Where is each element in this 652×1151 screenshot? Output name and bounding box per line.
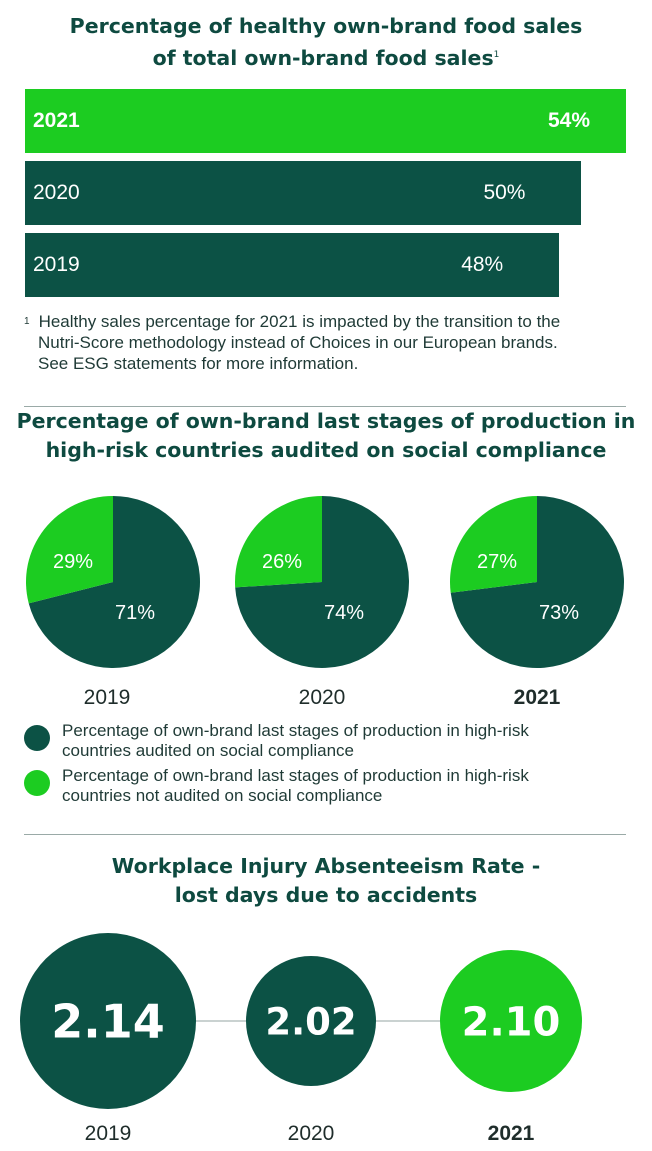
bar-value-label: 54% [547,109,590,132]
legend-text-not-audited: Percentage of own-brand last stages of p… [62,766,529,806]
pie-2019-audited-slice [28,496,200,669]
legend-not-audited-line-2: countries not audited on social complian… [62,786,383,805]
circle-year-label-2019: 2019 [84,1122,132,1145]
footnote: 1 Healthy sales percentage for 2021 is im… [24,311,624,374]
section-divider-2 [24,834,626,835]
circle-year-label-2021: 2021 [487,1122,535,1145]
footnote-marker: 1 [24,316,30,327]
bar-chart-title-line-2: of total own-brand food sales1 [0,41,652,73]
injury-rate-title-line-2: lost days due to accidents [174,883,478,907]
pie-year-label-2020: 2020 [298,686,346,709]
bar-chart-title-line-2-text: of total own-brand food sales [152,45,494,70]
pie-2019-not-audited-label: 29% [53,551,93,573]
pie-year-label-2021: 2021 [513,686,561,709]
legend-dot-not-audited [24,770,50,796]
footnote-ref-superscript: 1 [493,50,500,60]
footnote-line-3: See ESG statements for more information. [38,354,359,373]
legend-audited-line-2: countries audited on social compliance [62,741,355,760]
circle-2021 [440,950,582,1092]
bar-2020: 2020 50% [25,161,582,225]
circle-2020 [246,956,376,1086]
pie-2021-audited-slice [450,496,624,668]
injury-rate-title-line-1: Workplace Injury Absenteeism Rate - [111,854,541,878]
bar-2019: 2019 48% [25,233,560,297]
pie-2020-not-audited-label: 26% [262,551,302,573]
pie-chart-title: Percentage of own-brand last stages of p… [0,407,652,465]
bar-category-label: 2020 [33,181,80,204]
pie-chart-title-line-1: Percentage of own-brand last stages of p… [16,409,636,433]
circle-value-2020: 2.02 [265,1000,356,1043]
pie-2019-audited-label: 71% [115,602,155,624]
pie-chart-title-line-2: high-risk countries audited on social co… [45,438,607,462]
bar-chart-title: Percentage of healthy own-brand food sal… [0,12,652,73]
footnote-line-1-text: Healthy sales percentage for 2021 is imp… [38,312,561,331]
pie-charts: 29% 71% 26% 74% 27% 73% [25,496,624,669]
injury-rate-circles: 2.14 2.02 2.10 [20,933,582,1109]
footnote-line-2: Nutri-Score methodology instead of Choic… [38,333,558,352]
bar-value-label: 48% [461,253,504,276]
legend-text-audited: Percentage of own-brand last stages of p… [62,721,529,761]
circle-2019 [20,933,196,1109]
pie-2021-audited-label: 73% [539,602,579,624]
circle-year-label-2020: 2020 [287,1122,335,1145]
pie-2020-audited-label: 74% [324,602,364,624]
pie-2020-audited-slice [235,496,410,668]
pie-2021-not-audited-slice [450,496,537,593]
bar-value-label: 50% [483,181,526,204]
circle-value-2021: 2.10 [462,999,561,1045]
section-divider-1 [24,406,626,407]
bar-2021: 2021 54% [25,89,626,153]
pie-2020-not-audited-slice [234,496,322,588]
pie-2021-not-audited-label: 27% [477,551,517,573]
injury-rate-title: Workplace Injury Absenteeism Rate - lost… [0,852,652,910]
circle-value-2019: 2.14 [51,995,165,1049]
legend-dot-audited [24,725,50,751]
legend-not-audited-line-1: Percentage of own-brand last stages of p… [62,766,529,785]
legend-audited-line-1: Percentage of own-brand last stages of p… [62,721,529,740]
bar-category-label: 2019 [33,253,80,276]
bar-category-label: 2021 [33,109,80,132]
footnote-line-1: 1 Healthy sales percentage for 2021 is im… [24,311,624,332]
bar-chart-title-line-1: Percentage of healthy own-brand food sal… [69,14,583,38]
pie-2019-not-audited-slice [25,496,113,604]
pie-year-label-2019: 2019 [83,686,131,709]
